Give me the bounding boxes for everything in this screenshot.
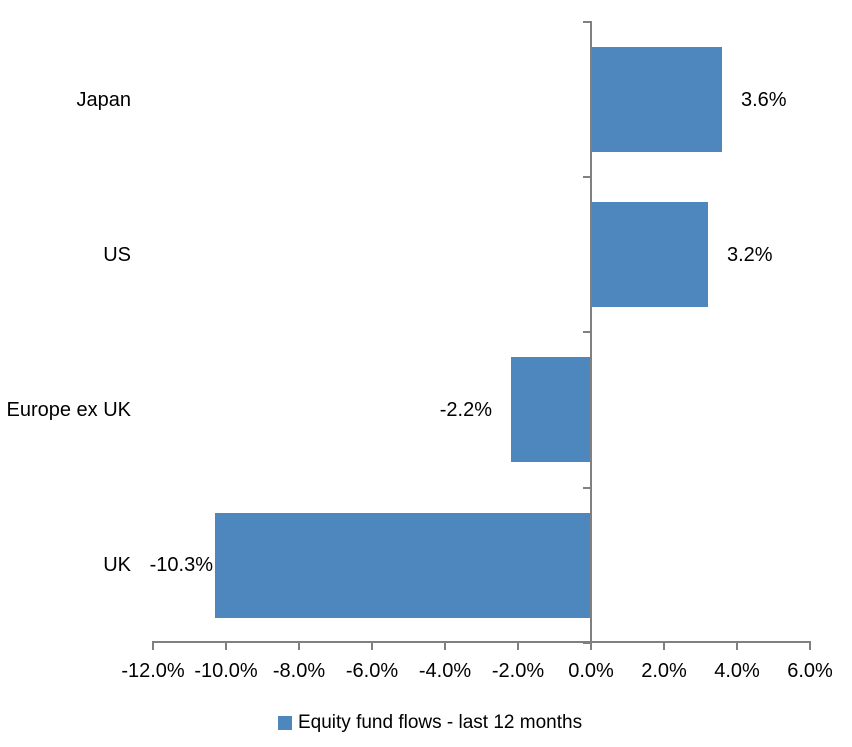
value-axis-label: -6.0% [345, 660, 399, 682]
category-axis-tick [583, 487, 590, 489]
value-axis-label: -10.0% [194, 660, 258, 682]
category-axis-tick [583, 642, 590, 644]
value-axis-label: -12.0% [121, 660, 185, 682]
value-axis-label: 2.0% [641, 660, 687, 682]
legend-swatch-icon [278, 716, 292, 730]
value-axis-label: -2.0% [491, 660, 545, 682]
value-axis-label: -4.0% [418, 660, 472, 682]
category-axis-tick [583, 331, 590, 333]
category-label-uk: UK [103, 554, 131, 576]
value-axis-tick [736, 643, 738, 650]
value-axis-label: 4.0% [714, 660, 760, 682]
category-axis-tick [583, 176, 590, 178]
legend-label: Equity fund flows - last 12 months [298, 712, 583, 733]
data-label-uk: -10.3% [149, 554, 213, 576]
bar-japan [591, 47, 722, 152]
data-label-europe-ex-uk: -2.2% [439, 399, 492, 421]
value-axis-tick [225, 643, 227, 650]
value-axis-tick [663, 643, 665, 650]
value-axis-label: -8.0% [272, 660, 326, 682]
value-axis-tick [298, 643, 300, 650]
value-axis-label: 6.0% [787, 660, 833, 682]
value-axis-tick [809, 643, 811, 650]
value-axis-tick [444, 643, 446, 650]
data-label-japan: 3.6% [741, 89, 787, 111]
bar-uk [215, 513, 592, 618]
value-axis-label: 0.0% [568, 660, 614, 682]
data-label-us: 3.2% [727, 244, 773, 266]
value-axis-tick [517, 643, 519, 650]
value-axis-tick [371, 643, 373, 650]
category-label-us: US [103, 244, 131, 266]
category-label-europe-ex-uk: Europe ex UK [6, 399, 131, 421]
value-axis-line [152, 641, 811, 643]
bar-europe-ex-uk [510, 357, 591, 462]
category-axis-tick [583, 21, 590, 23]
legend: Equity fund flows - last 12 months [278, 711, 582, 735]
category-axis-line [590, 21, 592, 649]
category-label-japan: Japan [76, 89, 132, 111]
bar-us [591, 202, 708, 307]
value-axis-tick [152, 643, 154, 650]
